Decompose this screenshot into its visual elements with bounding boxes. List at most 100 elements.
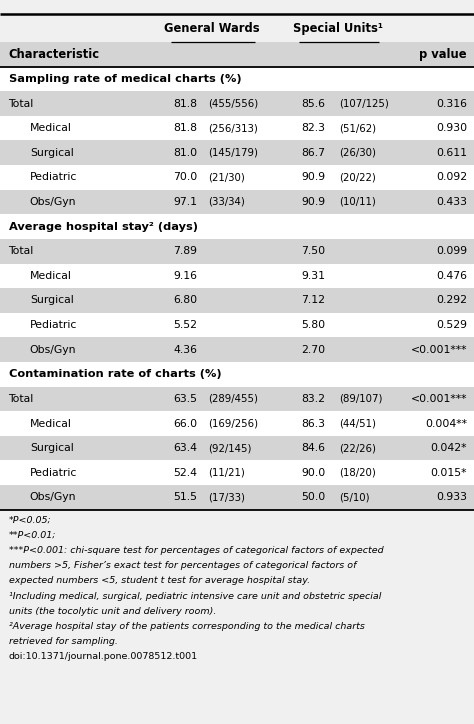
- Text: Sampling rate of medical charts (%): Sampling rate of medical charts (%): [9, 74, 241, 84]
- Text: Surgical: Surgical: [30, 443, 73, 453]
- Text: Total: Total: [9, 394, 34, 404]
- Text: (22/26): (22/26): [339, 443, 376, 453]
- Text: 86.3: 86.3: [301, 418, 325, 429]
- Text: numbers >5, Fisher’s exact test for percentages of categorical factors of: numbers >5, Fisher’s exact test for perc…: [9, 561, 356, 570]
- Text: 0.611: 0.611: [436, 148, 467, 158]
- Text: Surgical: Surgical: [30, 295, 73, 306]
- Text: **P<0.01;: **P<0.01;: [9, 531, 56, 539]
- Text: (17/33): (17/33): [209, 492, 246, 502]
- Text: 4.36: 4.36: [173, 345, 197, 355]
- Text: 7.50: 7.50: [301, 246, 325, 256]
- Text: Characteristic: Characteristic: [9, 48, 100, 61]
- Text: 0.476: 0.476: [436, 271, 467, 281]
- Text: 6.80: 6.80: [173, 295, 197, 306]
- Text: (256/313): (256/313): [209, 123, 258, 133]
- Bar: [0, 411, 474, 436]
- Text: 9.16: 9.16: [173, 271, 197, 281]
- Text: ¹Including medical, surgical, pediatric intensive care unit and obstetric specia: ¹Including medical, surgical, pediatric …: [9, 592, 381, 600]
- Text: 0.015*: 0.015*: [430, 468, 467, 478]
- Bar: [0, 313, 474, 337]
- Text: (26/30): (26/30): [339, 148, 376, 158]
- Bar: [0, 67, 474, 91]
- Bar: [0, 140, 474, 165]
- Text: 0.316: 0.316: [436, 98, 467, 109]
- Text: Contamination rate of charts (%): Contamination rate of charts (%): [9, 369, 221, 379]
- Text: Pediatric: Pediatric: [30, 320, 77, 330]
- Text: Obs/Gyn: Obs/Gyn: [30, 492, 76, 502]
- Text: 82.3: 82.3: [301, 123, 325, 133]
- Text: 81.8: 81.8: [173, 98, 197, 109]
- Text: 2.70: 2.70: [301, 345, 325, 355]
- Text: units (the tocolytic unit and delivery room).: units (the tocolytic unit and delivery r…: [9, 607, 216, 615]
- Bar: [0, 42, 474, 67]
- Text: (289/455): (289/455): [209, 394, 258, 404]
- Text: 81.8: 81.8: [173, 123, 197, 133]
- Bar: [0, 460, 474, 485]
- Text: retrieved for sampling.: retrieved for sampling.: [9, 637, 118, 646]
- Text: *P<0.05;: *P<0.05;: [9, 515, 51, 524]
- Text: (18/20): (18/20): [339, 468, 376, 478]
- Text: 51.5: 51.5: [173, 492, 197, 502]
- Bar: [0, 239, 474, 264]
- Bar: [0, 485, 474, 510]
- Text: General Wards: General Wards: [164, 22, 260, 35]
- Bar: [0, 436, 474, 460]
- Text: 63.4: 63.4: [173, 443, 197, 453]
- Text: 5.80: 5.80: [301, 320, 325, 330]
- Text: Pediatric: Pediatric: [30, 468, 77, 478]
- Text: Medical: Medical: [30, 123, 72, 133]
- Text: Total: Total: [9, 246, 34, 256]
- Text: (21/30): (21/30): [209, 172, 246, 182]
- Text: (145/179): (145/179): [209, 148, 258, 158]
- Text: 0.099: 0.099: [436, 246, 467, 256]
- Text: 0.433: 0.433: [436, 197, 467, 207]
- Text: 52.4: 52.4: [173, 468, 197, 478]
- Text: 81.0: 81.0: [173, 148, 197, 158]
- Text: Total: Total: [9, 98, 34, 109]
- Text: (92/145): (92/145): [209, 443, 252, 453]
- Text: 9.31: 9.31: [301, 271, 325, 281]
- Text: 90.0: 90.0: [301, 468, 325, 478]
- Bar: [0, 362, 474, 387]
- Text: 90.9: 90.9: [301, 197, 325, 207]
- Text: p value: p value: [419, 48, 467, 61]
- Text: Obs/Gyn: Obs/Gyn: [30, 345, 76, 355]
- Text: 50.0: 50.0: [301, 492, 325, 502]
- Text: 70.0: 70.0: [173, 172, 197, 182]
- Text: doi:10.1371/journal.pone.0078512.t001: doi:10.1371/journal.pone.0078512.t001: [9, 652, 198, 661]
- Text: 83.2: 83.2: [301, 394, 325, 404]
- Bar: [0, 190, 474, 214]
- Bar: [0, 264, 474, 288]
- Text: ²Average hospital stay of the patients corresponding to the medical charts: ²Average hospital stay of the patients c…: [9, 622, 365, 631]
- Text: 97.1: 97.1: [173, 197, 197, 207]
- Text: 0.930: 0.930: [436, 123, 467, 133]
- Text: (10/11): (10/11): [339, 197, 376, 207]
- Text: (33/34): (33/34): [209, 197, 246, 207]
- Text: expected numbers <5, student t test for average hospital stay.: expected numbers <5, student t test for …: [9, 576, 310, 585]
- Text: ***P<0.001: chi-square test for percentages of categorical factors of expected: ***P<0.001: chi-square test for percenta…: [9, 546, 383, 555]
- Text: (51/62): (51/62): [339, 123, 376, 133]
- Text: Pediatric: Pediatric: [30, 172, 77, 182]
- Text: 5.52: 5.52: [173, 320, 197, 330]
- Text: 66.0: 66.0: [173, 418, 197, 429]
- Text: Special Units¹: Special Units¹: [293, 22, 383, 35]
- Text: 84.6: 84.6: [301, 443, 325, 453]
- Bar: [0, 14, 474, 42]
- Text: (5/10): (5/10): [339, 492, 370, 502]
- Text: Surgical: Surgical: [30, 148, 73, 158]
- Text: (44/51): (44/51): [339, 418, 376, 429]
- Text: Average hospital stay² (days): Average hospital stay² (days): [9, 222, 198, 232]
- Bar: [0, 387, 474, 411]
- Text: 85.6: 85.6: [301, 98, 325, 109]
- Text: 0.042*: 0.042*: [430, 443, 467, 453]
- Text: 86.7: 86.7: [301, 148, 325, 158]
- Bar: [0, 288, 474, 313]
- Text: (20/22): (20/22): [339, 172, 376, 182]
- Text: (107/125): (107/125): [339, 98, 389, 109]
- Text: 0.292: 0.292: [436, 295, 467, 306]
- Text: 7.12: 7.12: [301, 295, 325, 306]
- Text: 63.5: 63.5: [173, 394, 197, 404]
- Text: <0.001***: <0.001***: [410, 394, 467, 404]
- Text: 90.9: 90.9: [301, 172, 325, 182]
- Text: 0.004**: 0.004**: [425, 418, 467, 429]
